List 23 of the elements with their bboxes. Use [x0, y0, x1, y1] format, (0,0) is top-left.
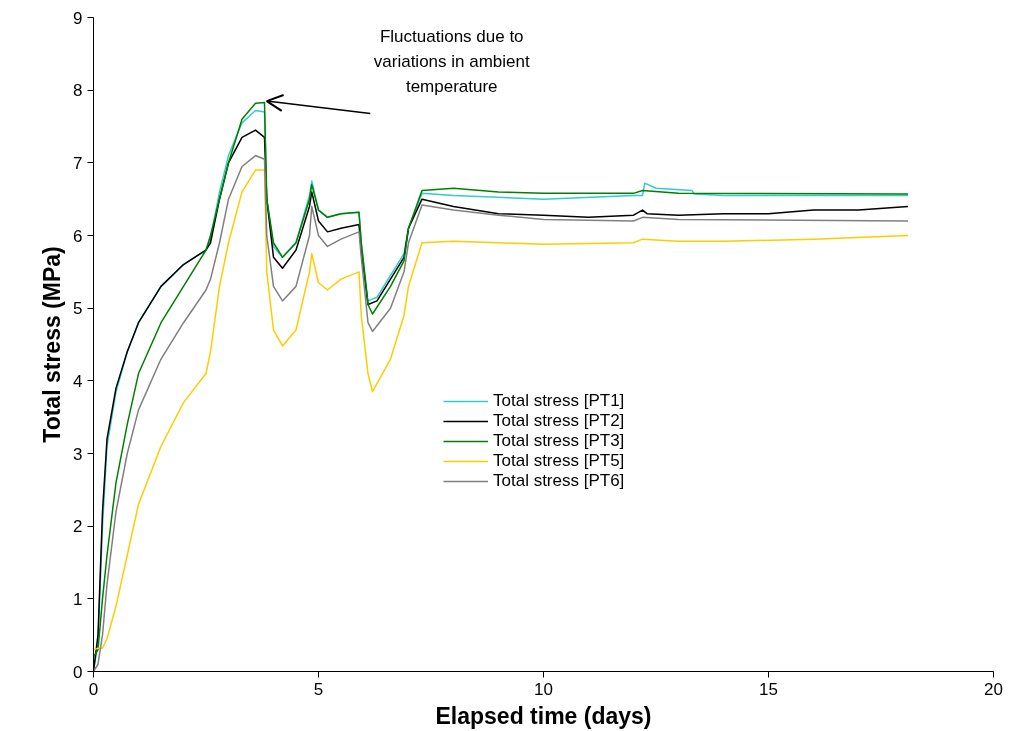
y-axis-title: Total stress (MPa) [39, 246, 66, 443]
y-tick-label: 7 [73, 153, 83, 173]
x-tick-label: 20 [984, 679, 1003, 699]
legend-label: Total stress [PT1] [493, 391, 625, 411]
y-tick-label: 8 [73, 81, 83, 101]
x-axis-title: Elapsed time (days) [435, 702, 652, 729]
legend-label: Total stress [PT2] [493, 411, 625, 431]
y-tick-label: 5 [73, 299, 83, 319]
x-tick-label: 10 [534, 679, 553, 699]
y-tick-label: 2 [73, 517, 83, 537]
annotation: Fluctuations due to variations in ambient temperature [373, 27, 530, 97]
y-tick-label: 1 [73, 589, 83, 609]
x-tick-label: 15 [759, 679, 778, 699]
y-tick-label: 6 [73, 226, 83, 246]
x-tick-label: 0 [88, 679, 99, 699]
legend-label: Total stress [PT5] [493, 451, 625, 471]
y-tick-label: 0 [73, 662, 83, 682]
x-tick-label: 5 [313, 679, 324, 699]
legend-label: Total stress [PT3] [493, 431, 625, 451]
legend-label: Total stress [PT6] [493, 471, 625, 491]
y-tick-label: 3 [73, 444, 83, 464]
y-tick-label: 4 [73, 371, 83, 391]
y-tick-label: 9 [73, 8, 83, 28]
